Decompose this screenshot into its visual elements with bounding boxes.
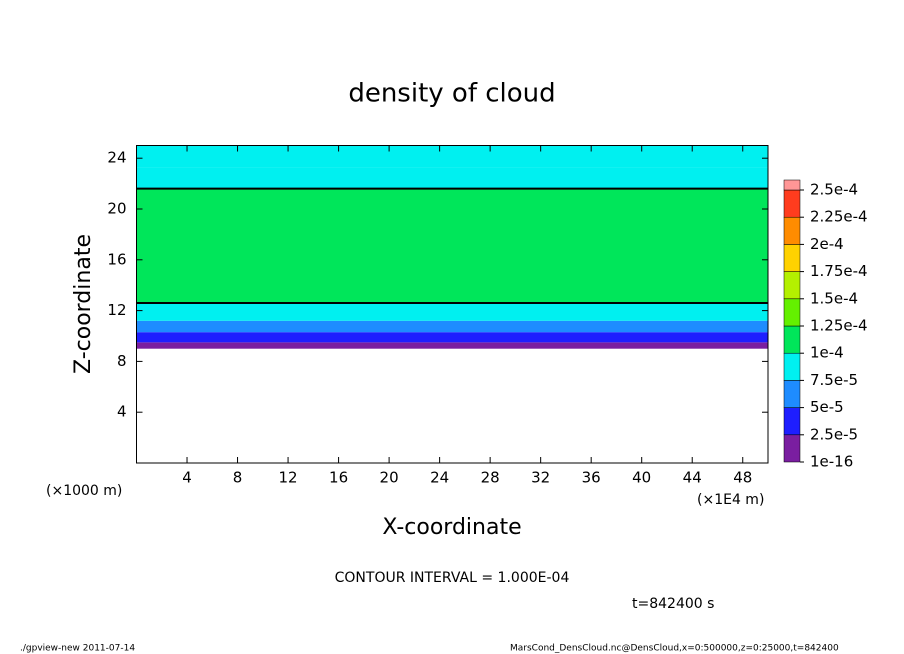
x-tick-label: 44 <box>683 469 702 487</box>
y-unit: (×1000 m) <box>46 483 122 499</box>
x-tick-label: 8 <box>233 469 243 487</box>
colorbar-label: 2.5e-4 <box>810 181 858 199</box>
x-tick-label: 36 <box>582 469 601 487</box>
y-tick-label: 8 <box>117 352 127 370</box>
y-tick-label: 12 <box>107 301 126 319</box>
x-unit: (×1E4 m) <box>697 492 764 508</box>
colorbar-label: 1.5e-4 <box>810 289 858 307</box>
colorbar-box <box>783 271 801 300</box>
field-band <box>136 320 768 333</box>
colorbar-box <box>783 189 801 218</box>
field-band <box>136 145 768 168</box>
time-note: t=842400 s <box>632 596 714 612</box>
colorbar-label: 1.75e-4 <box>810 262 868 280</box>
x-tick-label: 20 <box>380 469 399 487</box>
field-band <box>136 167 768 189</box>
colorbar-box <box>783 434 801 463</box>
y-axis-label: Z-coordinate <box>71 234 96 374</box>
colorbar-label: 1e-4 <box>810 344 844 362</box>
colorbar-box <box>783 352 801 381</box>
chart-title: density of cloud <box>348 79 555 109</box>
colorbar-label: 2e-4 <box>810 235 844 253</box>
x-tick-label: 48 <box>733 469 752 487</box>
colorbar-label: 1e-16 <box>810 453 853 471</box>
colorbar-label: 1.25e-4 <box>810 317 868 335</box>
plot-frame <box>136 145 769 464</box>
y-tick-label: 20 <box>107 200 126 218</box>
colorbar-box <box>783 298 801 327</box>
field-band <box>136 188 768 303</box>
footer-left: ./gpview-new 2011-07-14 <box>20 644 135 654</box>
colorbar-box <box>783 244 801 272</box>
contour-note: CONTOUR INTERVAL = 1.000E-04 <box>335 570 570 586</box>
colorbar-box <box>783 407 801 436</box>
x-tick-label: 24 <box>430 469 449 487</box>
y-tick-label: 24 <box>107 149 126 167</box>
x-tick-label: 32 <box>531 469 550 487</box>
field-band <box>136 302 768 321</box>
footer-right: MarsCond_DensCloud.nc@DensCloud,x=0:5000… <box>510 644 839 654</box>
y-tick-label: 16 <box>107 250 126 268</box>
x-tick-label: 40 <box>632 469 651 487</box>
field-band <box>136 342 768 349</box>
y-tick-label: 4 <box>117 403 127 421</box>
colorbar-label: 2.25e-4 <box>810 208 868 226</box>
colorbar-box <box>783 216 801 245</box>
colorbar-label: 2.5e-5 <box>810 425 858 443</box>
x-tick-label: 16 <box>329 469 348 487</box>
colorbar-label: 5e-5 <box>810 398 844 416</box>
field-band <box>136 332 768 343</box>
colorbar-label: 7.5e-5 <box>810 371 858 389</box>
x-tick-label: 28 <box>481 469 500 487</box>
colorbar-box <box>783 325 801 354</box>
x-tick-label: 12 <box>279 469 298 487</box>
colorbar-box <box>783 380 801 408</box>
x-tick-label: 4 <box>182 469 192 487</box>
x-axis-label: X-coordinate <box>382 515 521 540</box>
colorbar-over <box>783 179 801 191</box>
